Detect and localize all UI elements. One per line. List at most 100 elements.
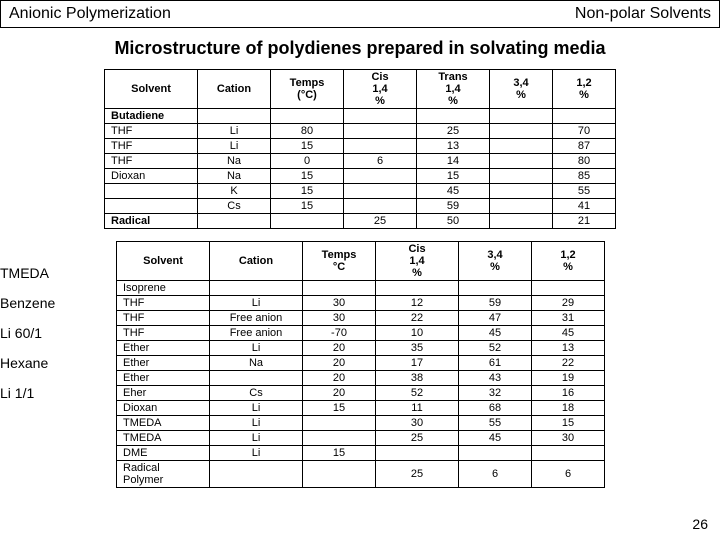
table-cell: 30 (376, 416, 459, 431)
table-cell (532, 446, 605, 461)
table-cell: 68 (459, 401, 532, 416)
table-cell: 13 (532, 341, 605, 356)
table-cell (490, 199, 553, 214)
table-cell: Li (198, 139, 271, 154)
col-header: Solvent (105, 70, 198, 109)
table-cell: DME (117, 446, 210, 461)
table-cell (105, 184, 198, 199)
table-cell: THF (105, 139, 198, 154)
side-label: Li 1/1 (0, 385, 116, 401)
table-row: TMEDALi254530 (117, 431, 605, 446)
col-header: Temps°C (303, 242, 376, 281)
col-header: Trans1,4% (417, 70, 490, 109)
table-row: Radical255021 (105, 214, 616, 229)
table-row: THFLi30125929 (117, 296, 605, 311)
table-cell: Isoprene (117, 281, 210, 296)
table-cell (344, 139, 417, 154)
table1: SolventCationTemps(°C)Cis1,4%Trans1,4%3,… (104, 69, 616, 229)
table-cell (210, 371, 303, 386)
table1-wrap: SolventCationTemps(°C)Cis1,4%Trans1,4%3,… (0, 69, 720, 229)
table-cell (105, 199, 198, 214)
table-cell (198, 214, 271, 229)
table-cell (490, 184, 553, 199)
table-cell: 20 (303, 356, 376, 371)
table-cell: Free anion (210, 326, 303, 341)
table-cell (459, 281, 532, 296)
table-cell: 12 (376, 296, 459, 311)
table-cell: THF (117, 296, 210, 311)
table-cell (344, 124, 417, 139)
table-cell (532, 281, 605, 296)
table-cell (459, 446, 532, 461)
table-cell: K (198, 184, 271, 199)
table-cell (490, 154, 553, 169)
table-cell: 22 (376, 311, 459, 326)
table-cell: 6 (344, 154, 417, 169)
side-label: Hexane (0, 355, 116, 371)
table-cell: 15 (303, 401, 376, 416)
table-cell: Radical Polymer (117, 461, 210, 488)
table-cell (303, 431, 376, 446)
table-cell: 70 (553, 124, 616, 139)
table-cell: 35 (376, 341, 459, 356)
table-cell (198, 109, 271, 124)
table-cell: Radical (105, 214, 198, 229)
table-cell: 20 (303, 386, 376, 401)
header-left: Anionic Polymerization (9, 5, 171, 23)
table-cell: 59 (417, 199, 490, 214)
table-cell (271, 109, 344, 124)
table-cell (344, 169, 417, 184)
table-cell: Cs (198, 199, 271, 214)
table-cell: 29 (532, 296, 605, 311)
table-row: THFLi802570 (105, 124, 616, 139)
table-cell: 20 (303, 341, 376, 356)
col-header: Cation (210, 242, 303, 281)
table-cell (210, 281, 303, 296)
col-header: Cis1,4% (344, 70, 417, 109)
col-header: Cation (198, 70, 271, 109)
table-cell: 52 (459, 341, 532, 356)
table-cell: 10 (376, 326, 459, 341)
col-header: 1,2% (532, 242, 605, 281)
table-cell: 20 (303, 371, 376, 386)
table-cell: 41 (553, 199, 616, 214)
table-cell: 15 (532, 416, 605, 431)
table-cell (303, 461, 376, 488)
table-cell (271, 214, 344, 229)
table-cell: Na (210, 356, 303, 371)
table-cell (303, 281, 376, 296)
header-right: Non-polar Solvents (575, 5, 711, 23)
table-cell: TMEDA (117, 431, 210, 446)
table-cell: THF (105, 124, 198, 139)
table-cell (303, 416, 376, 431)
table-cell: 25 (417, 124, 490, 139)
table-cell: Cs (210, 386, 303, 401)
table-cell: 22 (532, 356, 605, 371)
table-cell: 47 (459, 311, 532, 326)
table-cell: Dioxan (117, 401, 210, 416)
table-cell: THF (105, 154, 198, 169)
table-row: Isoprene (117, 281, 605, 296)
table-cell: Ether (117, 341, 210, 356)
table-cell: 32 (459, 386, 532, 401)
table-cell (490, 124, 553, 139)
table-cell (210, 461, 303, 488)
table-cell: 15 (271, 184, 344, 199)
table-cell: 80 (553, 154, 616, 169)
col-header: Temps(°C) (271, 70, 344, 109)
table-cell: 30 (303, 296, 376, 311)
table-row: Cs155941 (105, 199, 616, 214)
side-label: Benzene (0, 295, 116, 311)
table-cell: Li (210, 341, 303, 356)
col-header: 3,4% (459, 242, 532, 281)
table-cell: 11 (376, 401, 459, 416)
table-cell (376, 446, 459, 461)
side-labels: TMEDABenzeneLi 60/1HexaneLi 1/1 (0, 241, 116, 488)
table-cell: 25 (376, 461, 459, 488)
table-cell: 15 (417, 169, 490, 184)
table-cell (344, 109, 417, 124)
table2: SolventCationTemps°CCis1,4%3,4%1,2% Isop… (116, 241, 605, 488)
table-cell: 6 (532, 461, 605, 488)
table-row: K154555 (105, 184, 616, 199)
table-cell: 45 (417, 184, 490, 199)
